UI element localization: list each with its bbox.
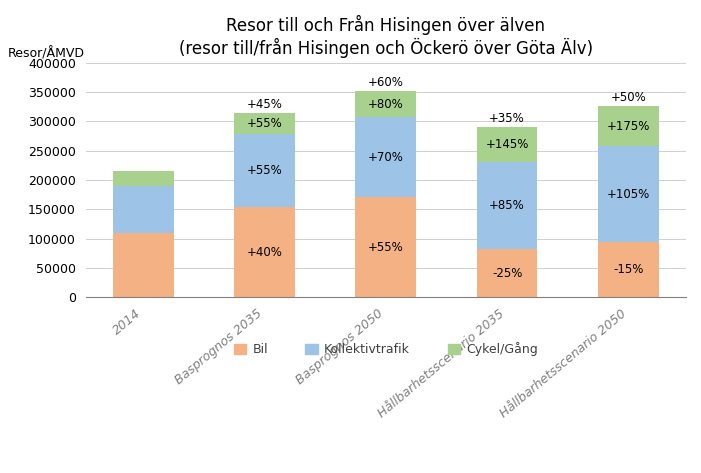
Bar [477, 249, 538, 298]
Bar [477, 127, 538, 162]
Bar [598, 243, 659, 298]
Bar [113, 186, 174, 233]
Bar [113, 171, 174, 186]
Text: Resor/ÅMVD: Resor/ÅMVD [8, 47, 85, 61]
Bar [355, 197, 416, 298]
Bar [234, 207, 295, 298]
Text: +85%: +85% [489, 199, 525, 212]
Text: +70%: +70% [368, 150, 404, 164]
Bar [234, 134, 295, 207]
Text: -15%: -15% [613, 263, 644, 276]
Bar [355, 117, 416, 197]
Text: +40%: +40% [247, 245, 283, 259]
Bar [355, 91, 416, 117]
Text: +80%: +80% [368, 97, 404, 111]
Bar [234, 113, 295, 134]
Text: +175%: +175% [606, 120, 650, 132]
Text: -25%: -25% [492, 267, 522, 280]
Text: +105%: +105% [607, 188, 650, 201]
Bar [113, 233, 174, 298]
Bar [598, 146, 659, 243]
Title: Resor till och Från Hisingen över älven
(resor till/från Hisingen och Öckerö öve: Resor till och Från Hisingen över älven … [179, 15, 593, 58]
Legend: Bil, Kollektivtrafik, Cykel/Gång: Bil, Kollektivtrafik, Cykel/Gång [229, 337, 543, 361]
Bar [477, 162, 538, 249]
Text: +35%: +35% [489, 112, 525, 125]
Text: +55%: +55% [368, 241, 404, 254]
Text: +45%: +45% [247, 98, 283, 111]
Bar [598, 106, 659, 146]
Text: +50%: +50% [611, 91, 646, 104]
Text: +145%: +145% [485, 138, 529, 151]
Text: +60%: +60% [368, 76, 404, 89]
Text: +55%: +55% [247, 164, 283, 177]
Text: +55%: +55% [247, 117, 283, 130]
